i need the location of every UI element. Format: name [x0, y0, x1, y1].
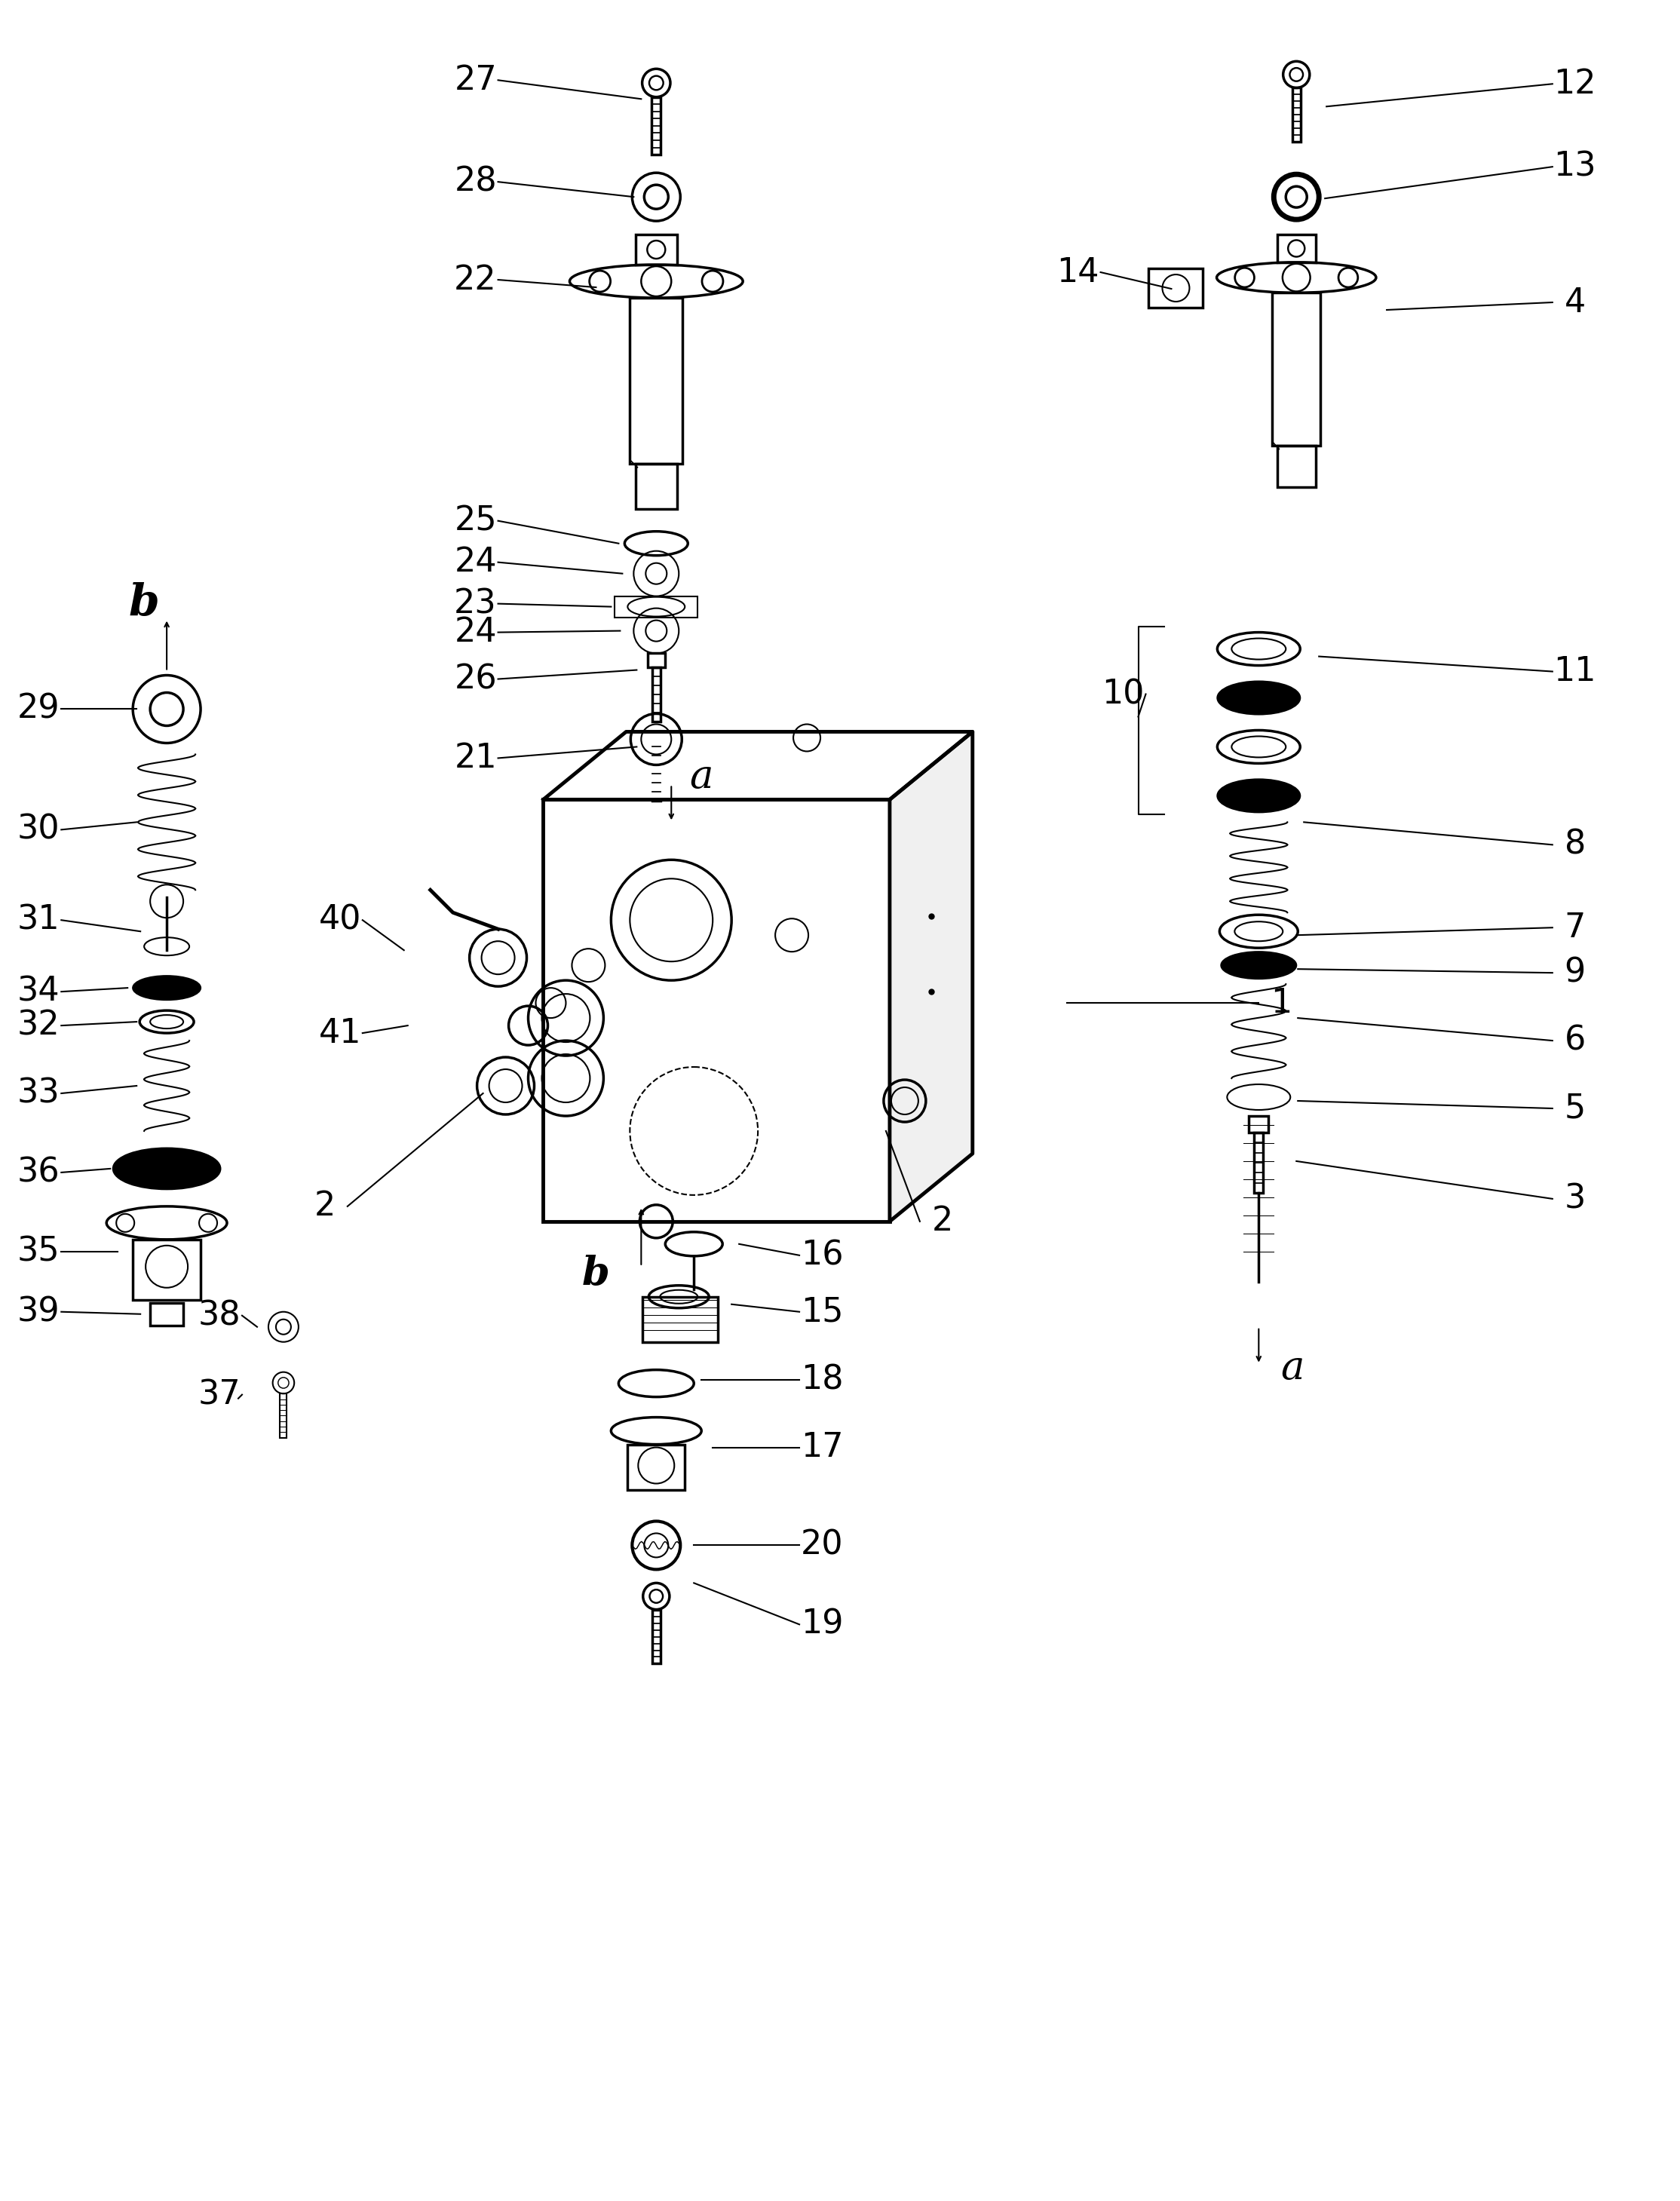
Text: 24: 24	[454, 616, 497, 649]
Bar	[133, 1239, 200, 1301]
Bar	[1248, 1116, 1268, 1134]
Bar	[635, 236, 677, 264]
Text: 10: 10	[1102, 678, 1144, 711]
Text: 3: 3	[1564, 1182, 1586, 1215]
Text: 2: 2	[314, 1191, 336, 1222]
Bar	[1277, 236, 1315, 262]
Text: 5: 5	[1564, 1092, 1586, 1125]
Text: 11: 11	[1554, 656, 1596, 687]
Text: 32: 32	[17, 1010, 60, 1041]
Ellipse shape	[133, 975, 200, 999]
Text: 15: 15	[801, 1296, 843, 1327]
Bar	[635, 464, 677, 508]
Text: 14: 14	[1057, 255, 1099, 288]
Polygon shape	[890, 731, 973, 1222]
Text: 31: 31	[17, 905, 60, 935]
Text: 39: 39	[17, 1296, 60, 1327]
Bar	[630, 297, 682, 464]
Bar	[628, 1444, 685, 1490]
Bar	[1292, 88, 1300, 143]
Text: 27: 27	[454, 64, 497, 97]
Polygon shape	[543, 731, 973, 799]
Text: 26: 26	[454, 663, 497, 696]
Text: 37: 37	[198, 1378, 240, 1411]
Bar	[1149, 269, 1203, 308]
Text: 22: 22	[454, 264, 497, 295]
Text: 13: 13	[1554, 150, 1596, 183]
Text: 21: 21	[454, 742, 497, 775]
Bar	[652, 97, 660, 154]
Text: a: a	[689, 757, 714, 797]
Ellipse shape	[1218, 779, 1300, 812]
Ellipse shape	[1218, 682, 1300, 715]
Text: 4: 4	[1564, 286, 1586, 319]
Bar	[281, 1393, 287, 1437]
Text: 19: 19	[801, 1609, 843, 1640]
Text: 12: 12	[1554, 68, 1596, 99]
Text: 30: 30	[17, 814, 60, 845]
Text: 23: 23	[454, 588, 497, 621]
Text: 7: 7	[1564, 911, 1586, 944]
Text: 17: 17	[801, 1431, 843, 1464]
Text: a: a	[1280, 1349, 1304, 1387]
Text: 20: 20	[801, 1530, 843, 1561]
Bar	[615, 596, 697, 616]
Bar	[1272, 293, 1320, 445]
Text: 1: 1	[1270, 986, 1292, 1019]
Text: 18: 18	[801, 1362, 843, 1395]
Text: b: b	[581, 1255, 610, 1294]
Text: 9: 9	[1564, 957, 1586, 988]
Text: 16: 16	[801, 1239, 843, 1272]
Text: 33: 33	[17, 1076, 60, 1109]
Ellipse shape	[114, 1149, 220, 1189]
Text: 29: 29	[17, 693, 60, 726]
Text: 28: 28	[454, 165, 497, 198]
Bar	[647, 731, 665, 746]
Text: b: b	[129, 583, 160, 625]
Bar	[543, 799, 890, 1222]
Bar	[150, 1303, 183, 1325]
Bar	[643, 1296, 717, 1343]
Text: 34: 34	[17, 975, 60, 1008]
Text: 35: 35	[17, 1235, 60, 1268]
Bar	[1277, 445, 1315, 486]
Text: 6: 6	[1564, 1023, 1586, 1056]
Bar	[652, 746, 660, 801]
Ellipse shape	[1221, 951, 1297, 979]
Text: 25: 25	[454, 504, 497, 537]
Text: 36: 36	[17, 1156, 60, 1189]
Text: 24: 24	[454, 546, 497, 579]
Bar	[1255, 1134, 1263, 1193]
Text: 40: 40	[319, 905, 361, 935]
Text: 8: 8	[1564, 828, 1586, 861]
Text: 41: 41	[319, 1017, 361, 1050]
Bar	[652, 667, 660, 722]
Text: 2: 2	[932, 1206, 953, 1237]
Text: 38: 38	[198, 1299, 240, 1332]
Bar	[652, 1609, 660, 1664]
Bar	[647, 654, 665, 667]
